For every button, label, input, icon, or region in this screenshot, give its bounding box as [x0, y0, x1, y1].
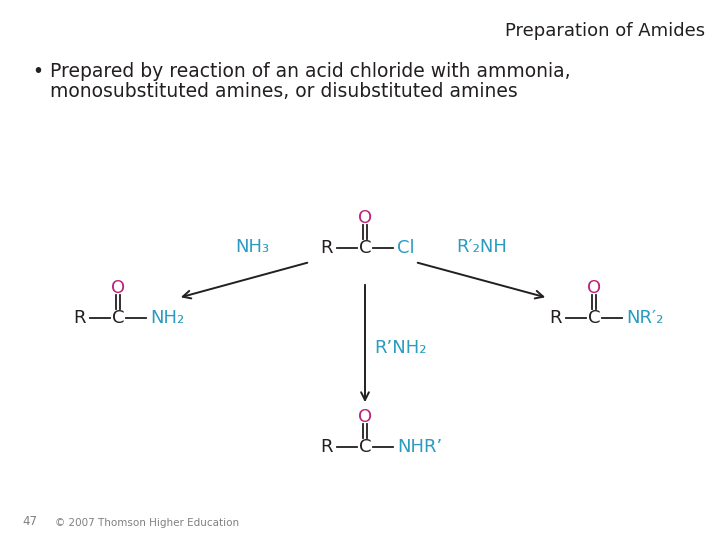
Text: •: •	[32, 62, 43, 81]
Text: NH₂: NH₂	[150, 309, 184, 327]
Text: R: R	[73, 309, 86, 327]
Text: NR′₂: NR′₂	[626, 309, 663, 327]
Text: monosubstituted amines, or disubstituted amines: monosubstituted amines, or disubstituted…	[50, 82, 518, 101]
Text: O: O	[358, 209, 372, 227]
Text: C: C	[588, 309, 600, 327]
Text: © 2007 Thomson Higher Education: © 2007 Thomson Higher Education	[55, 518, 239, 528]
Text: Prepared by reaction of an acid chloride with ammonia,: Prepared by reaction of an acid chloride…	[50, 62, 571, 81]
Text: C: C	[359, 239, 372, 257]
Text: R′₂NH: R′₂NH	[456, 238, 508, 256]
Text: C: C	[112, 309, 125, 327]
Text: C: C	[359, 438, 372, 456]
Text: Preparation of Amides: Preparation of Amides	[505, 22, 705, 40]
Text: O: O	[111, 279, 125, 297]
Text: O: O	[358, 408, 372, 426]
Text: O: O	[587, 279, 601, 297]
Text: NH₃: NH₃	[235, 238, 269, 256]
Text: 47: 47	[22, 515, 37, 528]
Text: Cl: Cl	[397, 239, 415, 257]
Text: R’NH₂: R’NH₂	[374, 339, 426, 357]
Text: R: R	[320, 239, 333, 257]
Text: NHR’: NHR’	[397, 438, 442, 456]
Text: R: R	[549, 309, 562, 327]
Text: R: R	[320, 438, 333, 456]
